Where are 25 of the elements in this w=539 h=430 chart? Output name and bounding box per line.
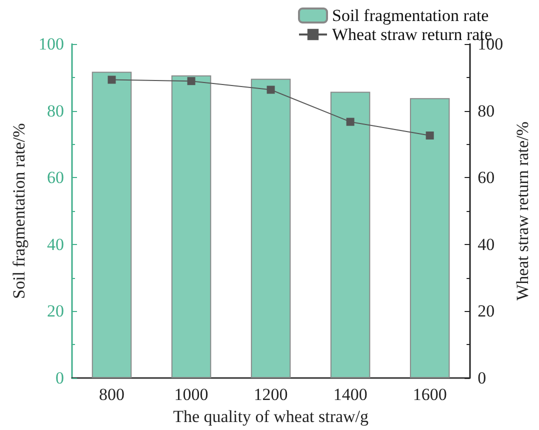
y2-tick-label: 0 — [478, 368, 486, 388]
y-tick-label: 60 — [47, 168, 64, 188]
y-tick-label: 100 — [38, 34, 64, 54]
legend-label: Soil fragmentation rate — [332, 6, 489, 25]
x-tick-label: 1600 — [412, 385, 447, 404]
x-tick-label: 800 — [99, 385, 125, 404]
point — [346, 118, 354, 126]
x-tick-label: 1000 — [174, 385, 208, 404]
y-tick-label: 0 — [56, 368, 64, 388]
y-tick-label: 20 — [47, 302, 64, 321]
y2-tick-label: 60 — [478, 168, 495, 188]
x-tick-label: 1200 — [254, 385, 288, 404]
x-tick-label: 1400 — [333, 385, 368, 404]
y2-axis-title: Wheat straw return rate/% — [513, 122, 532, 300]
y2-tick-label: 40 — [478, 234, 495, 254]
y2-tick-label: 20 — [478, 302, 495, 321]
x-axis-title: The quality of wheat straw/g — [173, 407, 370, 426]
y2-tick-label: 80 — [478, 101, 495, 120]
point — [426, 132, 434, 140]
point — [266, 86, 275, 94]
y-tick-label: 40 — [47, 234, 64, 254]
point — [187, 77, 196, 86]
y-tick-label: 80 — [47, 101, 64, 120]
point — [108, 76, 116, 84]
y-axis-title: Soil fragmentation rate/% — [10, 123, 29, 299]
